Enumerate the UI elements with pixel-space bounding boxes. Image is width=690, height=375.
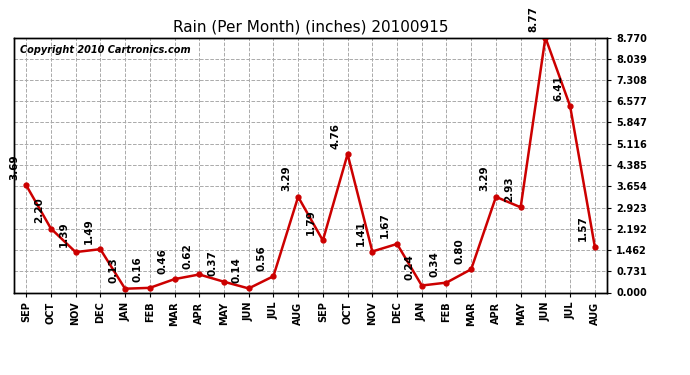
Text: 0.80: 0.80 [454, 238, 464, 264]
Text: 4.76: 4.76 [331, 123, 341, 148]
Text: 3.69: 3.69 [9, 154, 19, 180]
Text: 0.16: 0.16 [133, 256, 143, 282]
Text: 2.93: 2.93 [504, 176, 514, 202]
Text: 2.20: 2.20 [34, 197, 44, 223]
Text: 6.41: 6.41 [553, 75, 563, 100]
Text: 0.13: 0.13 [108, 257, 118, 283]
Text: 1.39: 1.39 [59, 221, 69, 246]
Text: 0.14: 0.14 [232, 257, 241, 283]
Title: Rain (Per Month) (inches) 20100915: Rain (Per Month) (inches) 20100915 [172, 20, 448, 35]
Text: 1.49: 1.49 [83, 218, 93, 244]
Text: 0.46: 0.46 [157, 248, 168, 274]
Text: 1.41: 1.41 [355, 220, 366, 246]
Text: 0.56: 0.56 [257, 245, 266, 271]
Text: 8.77: 8.77 [529, 6, 538, 32]
Text: 1.67: 1.67 [380, 213, 390, 238]
Text: 1.57: 1.57 [578, 215, 588, 241]
Text: Copyright 2010 Cartronics.com: Copyright 2010 Cartronics.com [20, 45, 190, 55]
Text: 0.34: 0.34 [430, 251, 440, 277]
Text: 0.37: 0.37 [207, 250, 217, 276]
Text: 0.62: 0.62 [182, 243, 193, 269]
Text: 0.24: 0.24 [405, 254, 415, 280]
Text: 3.29: 3.29 [479, 166, 489, 191]
Text: 1.79: 1.79 [306, 209, 316, 235]
Text: 3.29: 3.29 [282, 166, 291, 191]
